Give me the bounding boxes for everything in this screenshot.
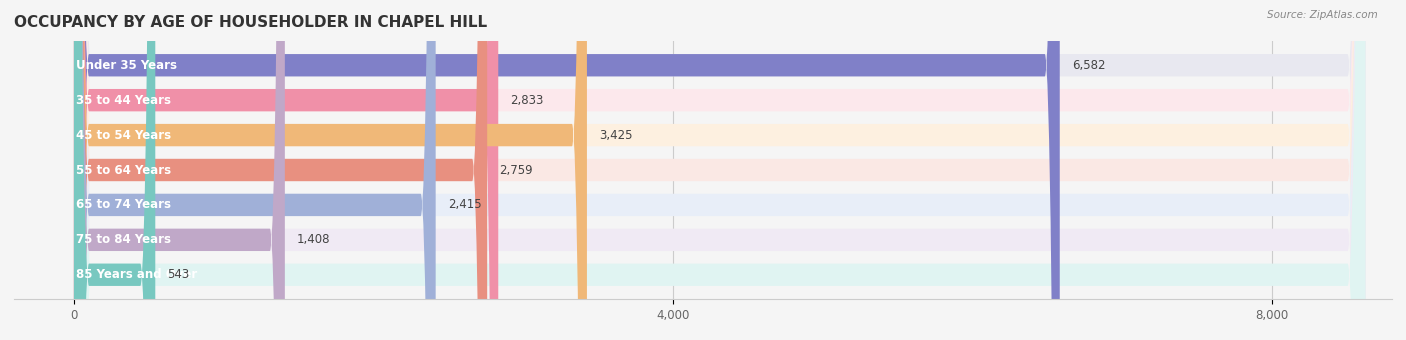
Text: 45 to 54 Years: 45 to 54 Years	[76, 129, 172, 141]
Text: 6,582: 6,582	[1071, 59, 1105, 72]
FancyBboxPatch shape	[75, 0, 586, 340]
Text: 3,425: 3,425	[599, 129, 633, 141]
FancyBboxPatch shape	[75, 0, 1365, 340]
Text: 35 to 44 Years: 35 to 44 Years	[76, 94, 172, 107]
Text: 1,408: 1,408	[297, 233, 330, 246]
Text: 543: 543	[167, 268, 190, 281]
Text: 55 to 64 Years: 55 to 64 Years	[76, 164, 172, 176]
Text: 2,833: 2,833	[510, 94, 544, 107]
FancyBboxPatch shape	[75, 0, 1365, 340]
FancyBboxPatch shape	[75, 0, 498, 340]
Text: Under 35 Years: Under 35 Years	[76, 59, 177, 72]
Text: 85 Years and Over: 85 Years and Over	[76, 268, 197, 281]
FancyBboxPatch shape	[75, 0, 1365, 340]
Text: OCCUPANCY BY AGE OF HOUSEHOLDER IN CHAPEL HILL: OCCUPANCY BY AGE OF HOUSEHOLDER IN CHAPE…	[14, 15, 488, 30]
FancyBboxPatch shape	[75, 0, 1365, 340]
FancyBboxPatch shape	[75, 0, 155, 340]
Text: 65 to 74 Years: 65 to 74 Years	[76, 199, 172, 211]
Text: Source: ZipAtlas.com: Source: ZipAtlas.com	[1267, 10, 1378, 20]
Text: 2,415: 2,415	[447, 199, 481, 211]
FancyBboxPatch shape	[75, 0, 1365, 340]
FancyBboxPatch shape	[75, 0, 488, 340]
Text: 75 to 84 Years: 75 to 84 Years	[76, 233, 172, 246]
Text: 2,759: 2,759	[499, 164, 533, 176]
FancyBboxPatch shape	[75, 0, 285, 340]
FancyBboxPatch shape	[75, 0, 1060, 340]
FancyBboxPatch shape	[75, 0, 1365, 340]
FancyBboxPatch shape	[75, 0, 436, 340]
FancyBboxPatch shape	[75, 0, 1365, 340]
